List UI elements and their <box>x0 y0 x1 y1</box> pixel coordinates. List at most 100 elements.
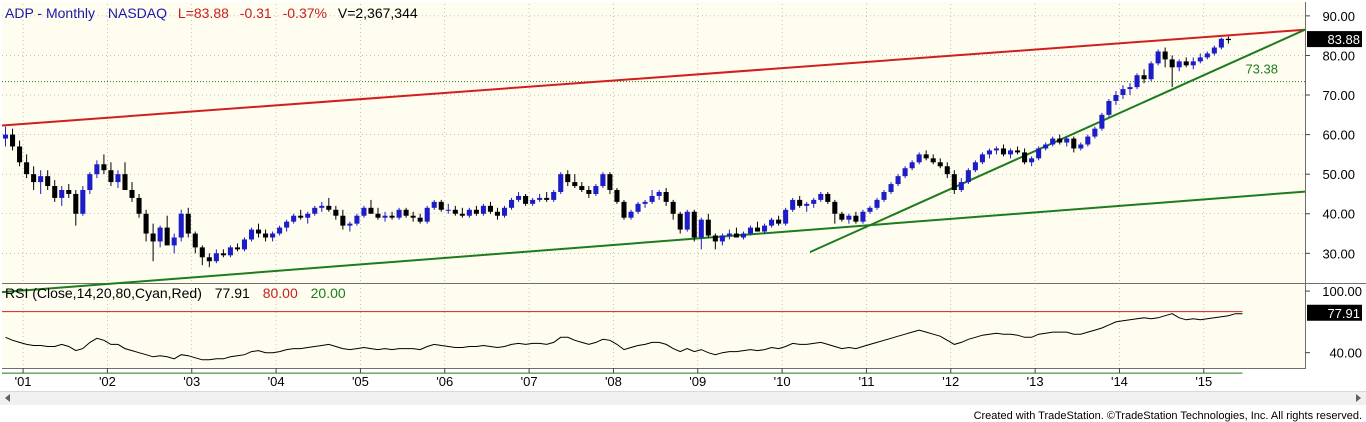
candle-down <box>206 257 212 262</box>
date-axis-bg <box>0 368 1366 390</box>
candle-down <box>129 190 135 198</box>
candle-up <box>818 193 824 200</box>
candle-up <box>396 209 402 218</box>
candle-up <box>59 190 65 198</box>
candle-up <box>600 174 606 187</box>
candle-down <box>417 217 423 222</box>
candle-up <box>157 227 163 242</box>
date-x-axis: '01 '02 '03 '04 '05 '06 '07 '08 '09 '10 '11 '12 '13 '… <box>15 368 1212 389</box>
red-trendline <box>1 28 1306 127</box>
candle-up <box>354 215 360 224</box>
candle-down <box>136 197 142 214</box>
candle-up <box>1127 87 1133 90</box>
rsi-series <box>2 311 1243 374</box>
scroll-left-icon[interactable] <box>5 394 10 402</box>
last-price-label: L=83.88 <box>178 5 229 21</box>
date-tick-label: '08 <box>605 374 622 389</box>
candle-up <box>740 233 746 238</box>
candle-up <box>1064 138 1070 143</box>
rsi-label: RSI (Close,14,20,80,Cyan,Red) <box>5 285 202 301</box>
candle-up <box>480 205 486 214</box>
candle-up <box>1120 89 1126 96</box>
candle-down <box>389 215 395 218</box>
candle-down <box>1169 59 1175 68</box>
candle-down <box>544 197 550 200</box>
candle-up <box>530 199 536 204</box>
candle-down <box>438 201 444 210</box>
candle-up <box>593 186 599 194</box>
candles <box>2 36 1231 268</box>
candle-up <box>424 207 430 222</box>
price-tick-label: 50.00 <box>1322 167 1355 182</box>
candle-up <box>1085 136 1091 145</box>
candle-up <box>719 235 725 242</box>
candle-down <box>523 195 529 204</box>
candle-down <box>1071 138 1077 149</box>
candle-up <box>874 199 880 208</box>
candle-down <box>326 205 332 210</box>
scroll-right-icon[interactable] <box>1356 394 1361 402</box>
candle-down <box>220 253 226 256</box>
candle-down <box>45 176 51 187</box>
candle-up <box>431 201 437 208</box>
candle-up <box>656 191 662 196</box>
candle-down <box>298 215 304 218</box>
date-tick-label: '11 <box>858 374 874 389</box>
candle-up <box>726 233 732 236</box>
candle-up <box>558 174 564 192</box>
candle-down <box>825 193 831 202</box>
candle-up <box>1204 53 1210 58</box>
candle-up <box>551 191 557 200</box>
candle-up <box>509 199 515 208</box>
candle-up <box>361 207 367 216</box>
chart-header: ADP - Monthly NASDAQ L=83.88 -0.31 -0.37… <box>5 5 418 21</box>
candle-up <box>958 182 964 190</box>
candle-up <box>684 211 690 230</box>
candle-down <box>1022 152 1028 163</box>
candle-up <box>347 223 353 226</box>
candle-down <box>614 190 620 202</box>
rsi-value: 77.91 <box>215 285 250 301</box>
date-tick-label: '01 <box>15 374 32 389</box>
candle-up <box>312 207 318 214</box>
candle-up <box>979 154 985 163</box>
candle-up <box>87 174 93 190</box>
candle-up <box>1050 138 1056 145</box>
candle-up <box>1092 128 1098 137</box>
candle-down <box>754 227 761 232</box>
candle-up <box>516 195 522 200</box>
candle-up <box>1218 38 1224 48</box>
candle-down <box>677 213 683 230</box>
candle-up <box>790 199 796 210</box>
candle-up <box>319 205 325 208</box>
candle-down <box>234 247 240 250</box>
candle-up <box>972 162 978 171</box>
candle-up <box>881 191 887 200</box>
candle-up <box>1078 144 1084 149</box>
rsi-header: RSI (Close,14,20,80,Cyan,Red) 77.91 80.0… <box>5 285 346 301</box>
date-tick-label: '03 <box>183 374 200 389</box>
horizontal-scrollbar[interactable] <box>0 391 1366 405</box>
price-tick-label: 30.00 <box>1322 246 1355 261</box>
candle-up <box>916 154 922 163</box>
candle-up <box>846 215 852 220</box>
candle-up <box>291 215 297 222</box>
candle-down <box>705 219 711 236</box>
date-tick-label: '14 <box>1111 374 1128 389</box>
candle-down <box>776 219 782 224</box>
candle-up <box>213 253 219 262</box>
candle-up <box>1148 63 1154 80</box>
change-pct-label: -0.37% <box>283 5 327 21</box>
date-tick-label: '05 <box>352 374 369 389</box>
candle-down <box>691 211 697 238</box>
candle-up <box>445 209 451 211</box>
rsi-tick-label: 100.00 <box>1322 284 1362 299</box>
candle-down <box>410 215 416 218</box>
candle-up <box>94 164 100 175</box>
candle-down <box>108 170 114 183</box>
candle-down <box>607 174 613 190</box>
rsi-oversold: 20.00 <box>311 285 346 301</box>
candle-up <box>277 227 283 234</box>
date-tick-label: '10 <box>774 374 791 389</box>
